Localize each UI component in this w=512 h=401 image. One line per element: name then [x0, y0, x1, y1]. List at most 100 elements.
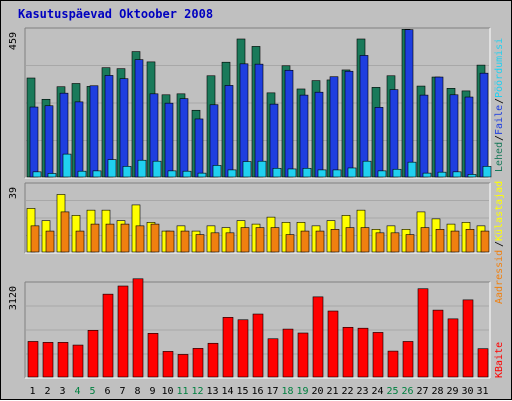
- bar-kbaite-day-15: [237, 319, 249, 378]
- bar-aadressid-day-13: [210, 232, 220, 253]
- bar-faile-day-29: [449, 94, 459, 178]
- bar-aadressid-day-17: [270, 227, 280, 253]
- bar-aadressid-day-23: [360, 227, 370, 253]
- bar-pöördumisi-day-2: [47, 173, 57, 178]
- bar-pöördumisi-day-19: [302, 167, 312, 178]
- bar-faile-day-10: [164, 102, 174, 178]
- bar-pöördumisi-day-9: [152, 160, 162, 178]
- x-tick-label-day-21: 21: [326, 386, 338, 397]
- x-tick-label-day-28: 28: [431, 386, 443, 397]
- bar-aadressid-day-22: [345, 227, 355, 253]
- x-tick-label-day-29: 29: [446, 386, 458, 397]
- bar-kbaite-day-20: [312, 296, 324, 378]
- bar-pöördumisi-day-28: [437, 171, 447, 178]
- x-tick-label-day-24: 24: [371, 386, 383, 397]
- bar-kbaite-day-2: [42, 342, 54, 378]
- bar-kbaite-day-14: [222, 317, 234, 378]
- bar-faile-day-26: [404, 29, 414, 178]
- bar-pöördumisi-day-24: [377, 170, 387, 178]
- x-tick-label-day-8: 8: [134, 386, 140, 397]
- bar-faile-day-31: [479, 72, 489, 178]
- bar-aadressid-day-28: [435, 229, 445, 253]
- bar-faile-day-30: [464, 96, 474, 178]
- bar-pöördumisi-day-29: [452, 171, 462, 178]
- label-separator: /: [494, 98, 505, 104]
- bar-kbaite-day-24: [372, 332, 384, 378]
- x-tick-label-day-22: 22: [341, 386, 353, 397]
- bar-aadressid-day-2: [45, 230, 55, 253]
- bar-pöördumisi-day-13: [212, 165, 222, 178]
- bar-kbaite-day-18: [282, 328, 294, 378]
- x-tick-label-day-3: 3: [59, 386, 65, 397]
- bar-kbaite-day-7: [117, 285, 129, 378]
- right-label-kulastajad: Külastajad: [494, 181, 505, 241]
- bar-aadressid-day-8: [135, 225, 145, 253]
- bar-pöördumisi-day-27: [422, 172, 432, 178]
- bar-faile-day-15: [239, 63, 249, 178]
- bar-pöördumisi-day-8: [137, 159, 147, 178]
- bar-kbaite-day-10: [162, 351, 174, 378]
- bar-faile-day-28: [434, 76, 444, 178]
- bar-faile-day-11: [179, 98, 189, 178]
- label-separator: /: [494, 241, 505, 247]
- bar-pöördumisi-day-17: [272, 167, 282, 178]
- label-separator: /: [494, 135, 505, 141]
- bar-kbaite-day-3: [57, 342, 69, 378]
- bar-kbaite-day-21: [327, 310, 339, 378]
- bar-aadressid-day-3: [60, 211, 70, 253]
- bar-kbaite-day-1: [27, 341, 39, 378]
- bar-aadressid-day-14: [225, 232, 235, 253]
- bar-aadressid-day-10: [165, 230, 175, 253]
- bar-kbaite-day-13: [207, 342, 219, 378]
- x-tick-label-day-12: 12: [191, 386, 203, 397]
- x-tick-label-day-16: 16: [251, 386, 263, 397]
- x-tick-label-day-19: 19: [296, 386, 308, 397]
- bar-kbaite-day-6: [102, 293, 114, 378]
- x-tick-label-day-5: 5: [89, 386, 95, 397]
- bar-faile-day-18: [284, 69, 294, 178]
- x-tick-label-day-18: 18: [281, 386, 293, 397]
- bar-aadressid-day-20: [315, 230, 325, 253]
- bar-kbaite-day-16: [252, 313, 264, 378]
- bar-kbaite-day-27: [417, 288, 429, 378]
- bar-pöördumisi-day-1: [32, 171, 42, 178]
- bar-kbaite-day-26: [402, 341, 414, 378]
- bar-pöördumisi-day-15: [242, 161, 252, 178]
- bar-pöördumisi-day-5: [92, 170, 102, 178]
- bar-kbaite-day-23: [357, 327, 369, 378]
- x-tick-label-day-2: 2: [44, 386, 50, 397]
- bar-kbaite-day-9: [147, 333, 159, 378]
- bar-aadressid-day-25: [390, 232, 400, 253]
- bar-faile-day-7: [119, 78, 129, 178]
- bar-kbaite-day-28: [432, 309, 444, 378]
- bar-aadressid-day-24: [375, 232, 385, 253]
- bar-aadressid-day-11: [180, 230, 190, 253]
- bar-faile-day-5: [89, 85, 99, 178]
- bar-pöördumisi-day-21: [332, 169, 342, 178]
- bar-kbaite-day-11: [177, 354, 189, 378]
- y-max-label: 459: [8, 32, 19, 50]
- bar-faile-day-23: [359, 55, 369, 178]
- x-tick-label-day-10: 10: [161, 386, 173, 397]
- x-tick-label-day-6: 6: [104, 386, 110, 397]
- panel-top: 459: [8, 27, 492, 179]
- bar-pöördumisi-day-10: [167, 170, 177, 178]
- bar-faile-day-4: [74, 101, 84, 178]
- bar-pöördumisi-day-25: [392, 168, 402, 178]
- bar-pöördumisi-day-26: [407, 161, 417, 178]
- x-tick-label-day-26: 26: [401, 386, 413, 397]
- bar-pöördumisi-day-23: [362, 160, 372, 178]
- bar-pöördumisi-day-6: [107, 159, 117, 178]
- bar-aadressid-day-19: [300, 230, 310, 253]
- x-tick-label-day-20: 20: [311, 386, 323, 397]
- bar-aadressid-day-27: [420, 227, 430, 253]
- bar-kbaite-day-17: [267, 338, 279, 378]
- panel-middle: 39: [8, 182, 491, 254]
- bar-aadressid-day-12: [195, 234, 205, 253]
- bar-pöördumisi-day-7: [122, 166, 132, 178]
- bar-aadressid-day-4: [75, 230, 85, 253]
- bar-pöördumisi-day-3: [62, 153, 72, 178]
- bar-kbaite-day-30: [462, 299, 474, 378]
- x-tick-label-day-15: 15: [236, 386, 248, 397]
